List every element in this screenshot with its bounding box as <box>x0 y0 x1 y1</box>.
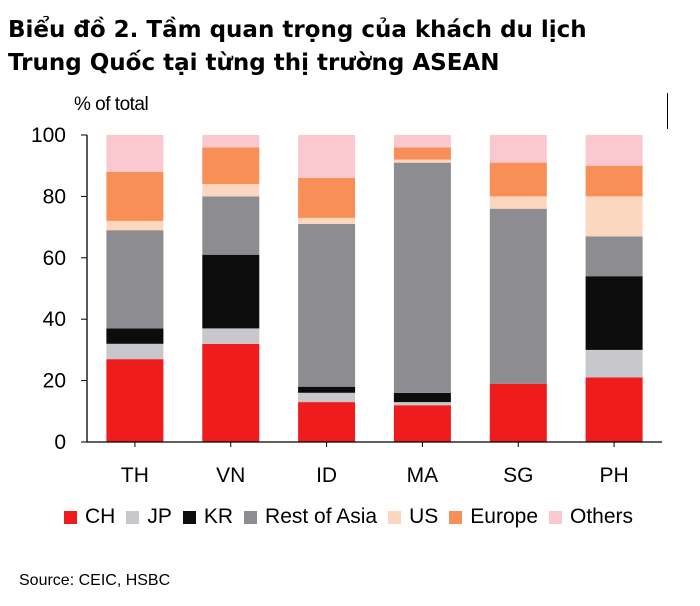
bar-segment <box>202 147 260 185</box>
bar-segment <box>585 236 643 277</box>
bar-segment <box>585 135 643 166</box>
bar-segment <box>106 230 164 329</box>
bar-segment <box>106 328 164 344</box>
bar-segment <box>106 359 164 442</box>
bar-segment <box>489 135 547 163</box>
bar-segment <box>106 171 164 221</box>
legend-swatch <box>244 510 258 524</box>
x-tick-label: ID <box>316 464 337 487</box>
y-tick-label: 80 <box>43 185 66 208</box>
bar-segment <box>298 224 356 387</box>
bar-segment <box>298 386 356 393</box>
bar-segment <box>106 135 164 172</box>
bar-segment <box>489 196 547 209</box>
y-tick-label: 60 <box>43 247 66 270</box>
bar-segment <box>298 217 356 224</box>
bar-segment <box>393 402 451 406</box>
title-line-2: Trung Quốc tại từng thị trường ASEAN <box>8 50 500 76</box>
legend-item: Rest of Asia <box>244 505 377 529</box>
legend-swatch <box>549 510 563 524</box>
y-tick-label: 20 <box>43 370 66 393</box>
bar-segment <box>202 196 260 255</box>
bar-segment <box>585 349 643 378</box>
source-note: Source: CEIC, HSBC <box>19 572 171 589</box>
legend-swatch <box>388 510 402 524</box>
x-tick-label: SG <box>503 464 533 487</box>
bar-segment <box>585 196 643 237</box>
legend-item: JP <box>126 505 172 529</box>
bar-segment <box>298 135 356 178</box>
legend-label: US <box>409 505 439 528</box>
legend-swatch <box>64 510 77 524</box>
bar-segment <box>393 147 451 160</box>
x-tick-label: MA <box>407 464 439 487</box>
x-tick-label: VN <box>216 464 245 487</box>
bar-segment <box>393 159 451 163</box>
bar-segment <box>202 184 260 197</box>
bar-segment <box>585 377 643 442</box>
bar-segment <box>393 135 451 148</box>
bar-segment <box>489 383 547 442</box>
legend-item: Europe <box>449 505 538 529</box>
x-tick-label: TH <box>121 464 149 487</box>
y-tick-label: 100 <box>31 124 66 147</box>
bar-segment <box>489 208 547 384</box>
x-tick-label: PH <box>599 464 628 487</box>
bar-segment <box>585 165 643 197</box>
title-line-1: Biểu đồ 2. Tầm quan trọng của khách du l… <box>8 17 587 43</box>
legend-item: US <box>388 505 438 529</box>
bar-segment <box>202 343 260 442</box>
legend-label: Others <box>570 505 634 528</box>
legend-item: CH <box>64 505 115 529</box>
legend-swatch <box>126 510 140 524</box>
legend-item: KR <box>182 505 234 529</box>
bar-segment <box>298 178 356 218</box>
chart-title: Biểu đồ 2. Tầm quan trọng của khách du l… <box>8 14 668 80</box>
bar-segment <box>489 162 547 197</box>
bar-segment <box>393 162 451 393</box>
legend-label: Rest of Asia <box>265 505 378 528</box>
legend-swatch <box>182 510 196 524</box>
legend-label: KR <box>203 505 234 528</box>
bar-segment <box>202 254 260 329</box>
y-axis-label: % of total <box>74 94 149 115</box>
legend-label: Europe <box>470 505 539 528</box>
legend-swatch <box>449 510 463 524</box>
bar-segment <box>393 392 451 403</box>
y-tick-label: 0 <box>54 431 66 454</box>
bar-segment <box>298 392 356 403</box>
bar-segment <box>202 328 260 344</box>
bar-segment <box>298 402 356 442</box>
bar-segment <box>106 221 164 231</box>
legend: CH JP KR Rest of Asia US Europe Others <box>64 503 644 531</box>
legend-item: Others <box>549 505 633 529</box>
divider <box>667 93 668 129</box>
legend-label: CH <box>85 505 116 528</box>
bar-segment <box>106 343 164 360</box>
bar-segment <box>393 405 451 442</box>
bar-segment <box>585 276 643 350</box>
bar-segment <box>202 135 260 148</box>
y-tick-label: 40 <box>43 308 66 331</box>
legend-label: JP <box>147 505 172 528</box>
